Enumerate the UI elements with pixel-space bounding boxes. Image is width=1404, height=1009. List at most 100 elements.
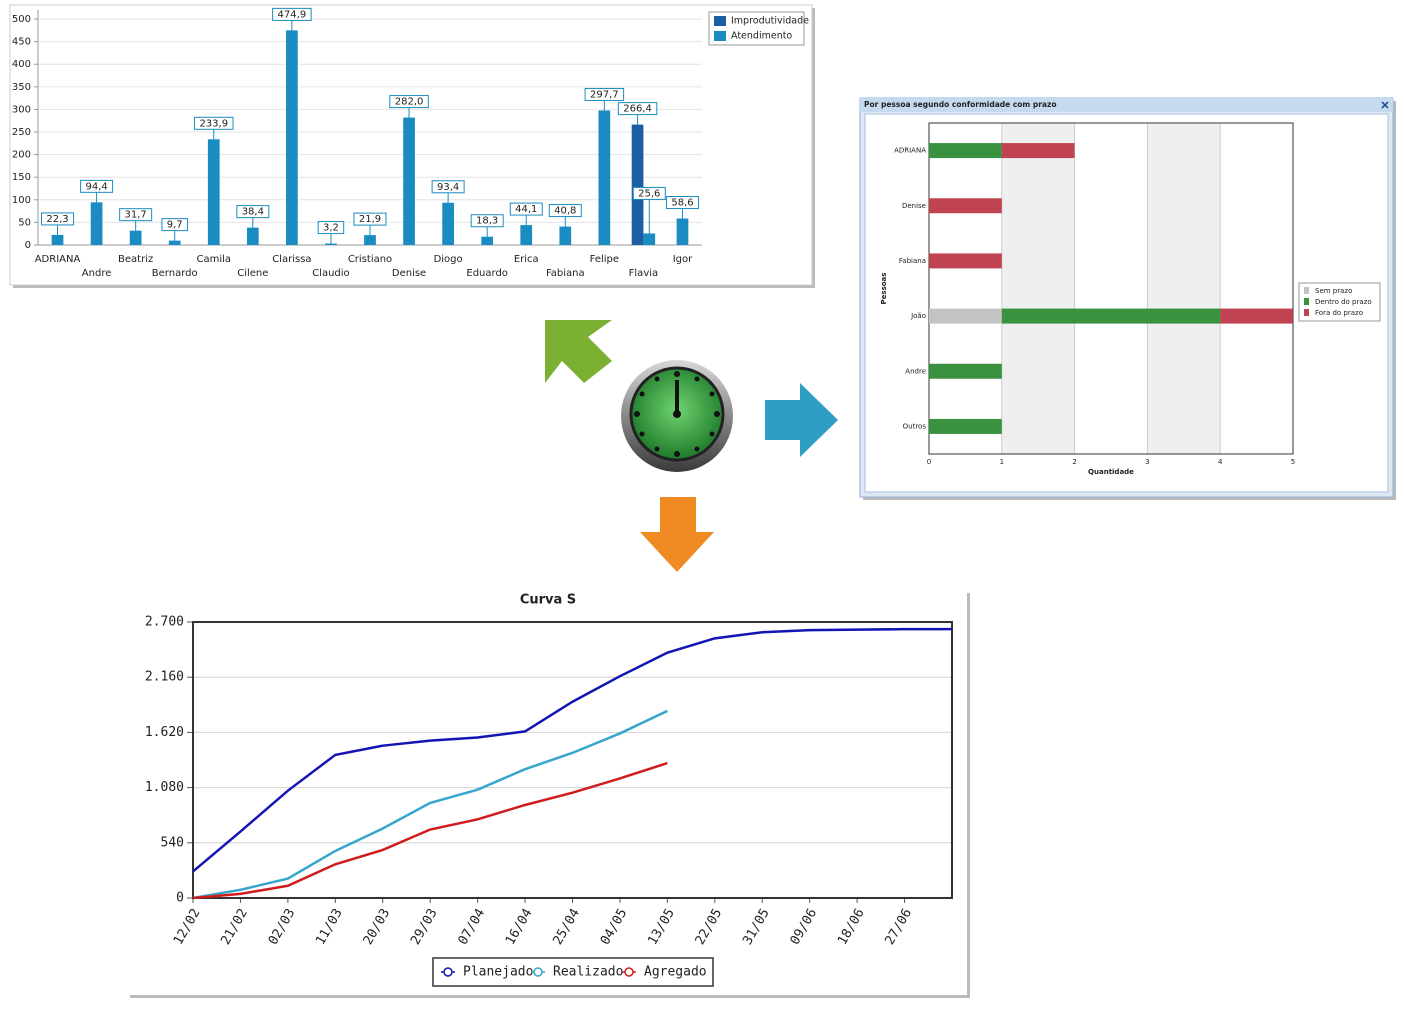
legend-label: Dentro do prazo [1315, 298, 1372, 306]
plot-frame [928, 122, 1294, 455]
chart-title: Por pessoa segundo conformidade com praz… [864, 100, 1057, 109]
legend-label: Improdutividade [731, 16, 809, 27]
y-tick-label: 2.700 [145, 615, 184, 630]
bar [559, 226, 572, 245]
legend-marker [443, 967, 453, 977]
label-box [194, 116, 234, 130]
bar [598, 110, 611, 246]
value-label: 9,7 [167, 220, 183, 231]
value-label: 38,4 [242, 207, 264, 218]
line [192, 709, 668, 900]
x-tick-label: Erica [514, 254, 539, 265]
legend-swatch [714, 16, 726, 26]
y-tick-label: Outros [903, 422, 927, 430]
label-box [584, 87, 625, 101]
value-label: 266,4 [623, 104, 652, 115]
panel [127, 590, 967, 995]
bar-segment [1001, 308, 1221, 324]
y-tick-label: 350 [12, 82, 31, 93]
y-tick-label: 50 [18, 217, 31, 228]
legend-label: Fora do prazo [1315, 309, 1363, 317]
bar [364, 235, 376, 245]
x-tick-label: Claudio [312, 268, 349, 279]
panel-header [860, 98, 1393, 112]
x-tick-label: 4 [1218, 458, 1223, 466]
y-axis-title: Pessoas [880, 273, 888, 305]
y-tick-label: 0 [176, 891, 184, 906]
label-box [470, 214, 504, 228]
x-tick-label: Flavia [629, 268, 658, 279]
legend-swatch [1304, 309, 1309, 316]
y-tick-label: 250 [12, 127, 31, 138]
plot-area [38, 10, 702, 245]
bar [643, 233, 656, 245]
y-tick-label: 500 [12, 14, 31, 25]
grid-band [1147, 123, 1221, 454]
bar [676, 218, 689, 245]
x-tick-label: 0 [927, 458, 931, 466]
y-tick-label: 2.160 [145, 670, 184, 685]
y-tick-label: Denise [902, 202, 926, 210]
bar-segment [929, 418, 1002, 434]
value-label: 22,3 [46, 214, 68, 225]
bar-segment [1220, 308, 1293, 324]
x-tick-label: Cilene [237, 268, 268, 279]
value-label: 44,1 [515, 204, 537, 215]
y-tick-label: Fabiana [899, 257, 926, 265]
value-label: 297,7 [590, 89, 619, 100]
x-tick-label: 1 [1000, 458, 1004, 466]
y-tick-label: 200 [12, 150, 31, 161]
label-box [509, 202, 543, 216]
bar [403, 117, 415, 245]
y-tick-label: 1.080 [145, 780, 184, 795]
label-box [41, 212, 75, 226]
y-tick-label: João [910, 312, 926, 320]
bar-segment [929, 143, 1002, 159]
x-tick-label: Andre [82, 268, 112, 279]
y-tick-label: 300 [12, 104, 31, 115]
value-label: 233,9 [199, 118, 228, 129]
bar [286, 30, 298, 246]
label-box [119, 208, 153, 222]
value-label: 40,8 [554, 206, 576, 217]
y-tick-label: 150 [12, 172, 31, 183]
label-box [632, 186, 666, 200]
close-button[interactable] [1380, 100, 1390, 110]
legend-swatch [714, 31, 726, 41]
legend-box [432, 957, 714, 987]
bar [51, 234, 64, 245]
x-tick-label: Denise [392, 268, 426, 279]
arrow-right [765, 383, 838, 457]
bar [325, 243, 337, 245]
label-box [389, 95, 429, 109]
legend-label: Realizado [553, 965, 623, 980]
x-tick-label: Igor [673, 254, 693, 265]
x-tick-label: Cristiano [348, 254, 392, 265]
bar [520, 225, 533, 245]
legend-swatch [1304, 298, 1309, 305]
label-box [236, 205, 270, 219]
bar [207, 139, 220, 245]
value-label: 3,2 [323, 223, 339, 234]
label-box [80, 179, 114, 193]
bar [90, 202, 103, 245]
label-box [665, 196, 699, 210]
bar [129, 230, 142, 245]
x-tick-label: Felipe [590, 254, 619, 265]
legend-box [1298, 282, 1381, 322]
x-tick-label: Eduardo [466, 268, 508, 279]
x-tick-label: Camila [196, 254, 231, 265]
value-label: 25,6 [638, 188, 660, 199]
arrow-down [640, 497, 714, 572]
x-tick-label: Beatriz [118, 254, 153, 265]
label-box [353, 212, 387, 226]
line [192, 761, 668, 900]
legend-marker [624, 967, 634, 977]
x-tick-label: Fabiana [546, 268, 585, 279]
x-tick-label: Clarissa [272, 254, 311, 265]
x-tick-label: Diogo [434, 254, 463, 265]
legend-marker [533, 967, 543, 977]
value-label: 21,9 [359, 214, 381, 225]
label-box [161, 218, 188, 232]
